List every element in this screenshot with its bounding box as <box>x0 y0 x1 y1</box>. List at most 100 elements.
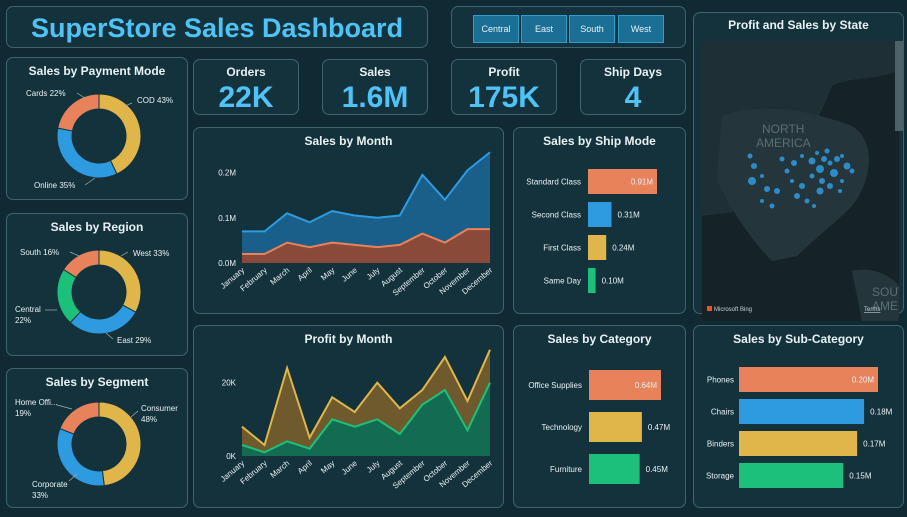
state-map[interactable]: NORTH AMERICA SOUTH AME Microsoft Bing T… <box>702 41 899 321</box>
ship_mode-bar-3[interactable] <box>588 268 596 293</box>
state-bubble[interactable] <box>748 177 756 185</box>
state-bubble[interactable] <box>827 183 833 189</box>
ship_mode-bar-2[interactable] <box>588 235 607 260</box>
state-bubble[interactable] <box>794 193 800 199</box>
subcategory-bar-1[interactable] <box>739 399 865 424</box>
region-title: Sales by Region <box>50 220 144 234</box>
subcategory-title: Sales by Sub-Category <box>733 332 864 346</box>
state-bubble[interactable] <box>751 163 757 169</box>
region-slice-3[interactable] <box>62 249 100 279</box>
profit-by-month-title: Profit by Month <box>304 332 393 346</box>
state-bubble[interactable] <box>827 160 833 166</box>
state-bubble[interactable] <box>824 148 830 154</box>
ship_mode-cat-1: Second Class <box>532 211 581 220</box>
kpi-orders-label: Orders <box>226 65 266 79</box>
profit_month-xtick-2: March <box>269 459 292 480</box>
map-terms-link[interactable]: Terms <box>864 307 880 313</box>
subcategory-cat-1: Chairs <box>711 408 734 417</box>
sales_month-xtick-5: June <box>340 265 359 283</box>
state-bubble[interactable] <box>838 189 842 193</box>
state-bubble[interactable] <box>819 178 825 184</box>
sales_month-xtick-4: May <box>319 266 336 283</box>
payment-leader-2 <box>76 92 86 99</box>
segment-label-2: 19% <box>15 409 31 418</box>
sales_month-xtick-2: March <box>269 266 292 287</box>
filter-central-button[interactable]: Central <box>473 15 519 43</box>
profit_month-line-1[interactable] <box>241 382 491 454</box>
payment-mode-panel: Sales by Payment Mode COD 43% Online 35% C… <box>6 57 188 200</box>
segment-leader-0 <box>130 410 139 418</box>
state-bubble[interactable] <box>849 168 855 174</box>
subcategory-value-1: 0.18M <box>870 408 893 417</box>
state-bubble[interactable] <box>747 153 753 159</box>
subcategory-bar-2[interactable] <box>739 431 858 456</box>
filter-south-button[interactable]: South <box>569 15 615 43</box>
state-bubble[interactable] <box>764 186 770 192</box>
state-bubble[interactable] <box>808 157 816 165</box>
map-scrollbar[interactable] <box>895 41 903 131</box>
kpi-orders: Orders 22K <box>193 59 299 115</box>
state-bubble[interactable] <box>840 154 844 158</box>
state-bubble[interactable] <box>815 151 819 155</box>
state-bubble[interactable] <box>830 169 838 177</box>
payment-slice-1[interactable] <box>56 127 118 179</box>
map-canvas: NORTH AMERICA SOUTH AME Microsoft Bing T… <box>702 41 899 321</box>
state-bubble[interactable] <box>812 204 816 208</box>
region-label-3: South 16% <box>20 248 59 257</box>
payment-label-0: COD 43% <box>137 96 173 105</box>
profit_month-xtick-5: June <box>340 458 359 476</box>
payment-mode-title: Sales by Payment Mode <box>28 64 166 78</box>
region-slice-2[interactable] <box>56 268 82 324</box>
state-bubble[interactable] <box>790 179 794 183</box>
state-bubble[interactable] <box>760 174 764 178</box>
subcategory-value-0: 0.20M <box>852 376 875 385</box>
ship_mode-bar-1[interactable] <box>588 202 612 227</box>
filter-east-button[interactable]: East <box>521 15 567 43</box>
sales_month-ytick-1: 0.1M <box>218 214 236 223</box>
region-slice-0[interactable] <box>98 249 142 313</box>
segment-slice-1[interactable] <box>56 427 105 487</box>
dashboard-title: SuperStore Sales Dashboard <box>30 13 404 43</box>
state-bubble[interactable] <box>834 156 840 162</box>
south-america-land <box>852 269 899 321</box>
state-bubble[interactable] <box>843 162 851 170</box>
region-label-0: West 33% <box>133 249 169 258</box>
subcategory-bar-0[interactable] <box>739 367 878 392</box>
region-slice-1[interactable] <box>69 304 137 335</box>
state-bubble[interactable] <box>760 199 764 203</box>
segment-slice-0[interactable] <box>98 401 142 487</box>
region-label-2: 22% <box>15 316 31 325</box>
category-bar-2[interactable] <box>589 454 640 484</box>
state-bubble[interactable] <box>769 203 775 209</box>
ship_mode-cat-0: Standard Class <box>526 178 581 187</box>
state-bubble[interactable] <box>821 156 827 162</box>
bing-logo-icon <box>707 306 712 311</box>
state-bubble[interactable] <box>804 198 810 204</box>
state-bubble[interactable] <box>816 165 824 173</box>
payment-slice-0[interactable] <box>98 93 142 175</box>
filter-west-button[interactable]: West <box>618 15 664 43</box>
state-bubble[interactable] <box>774 188 780 194</box>
map-label-america: AMERICA <box>756 136 811 150</box>
subcategory-panel: Sales by Sub-Category Phones 0.20M Chairs 0… <box>693 325 904 508</box>
subcategory-bar-3[interactable] <box>739 463 844 488</box>
state-bubble[interactable] <box>809 173 815 179</box>
profit_month-xtick-3: April <box>296 459 314 476</box>
state-bubble[interactable] <box>816 187 824 195</box>
state-bubble[interactable] <box>779 156 785 162</box>
state-bubble[interactable] <box>799 183 805 189</box>
state-bubble[interactable] <box>800 154 804 158</box>
state-bubble[interactable] <box>784 168 790 174</box>
payment-slice-2[interactable] <box>57 93 100 132</box>
region-leader-0 <box>120 251 129 257</box>
state-bubble[interactable] <box>840 179 844 183</box>
sales_month-line-1[interactable] <box>242 228 490 255</box>
profit_month-line-0[interactable] <box>241 349 491 447</box>
state-bubble[interactable] <box>791 160 797 166</box>
ship_mode-bar-0[interactable] <box>588 169 657 194</box>
category-bar-0[interactable] <box>589 370 661 400</box>
sales_month-line-0[interactable] <box>242 151 491 233</box>
category-bar-1[interactable] <box>589 412 642 442</box>
segment-slice-2[interactable] <box>59 401 100 435</box>
ship_mode-value-1: 0.31M <box>618 211 641 220</box>
